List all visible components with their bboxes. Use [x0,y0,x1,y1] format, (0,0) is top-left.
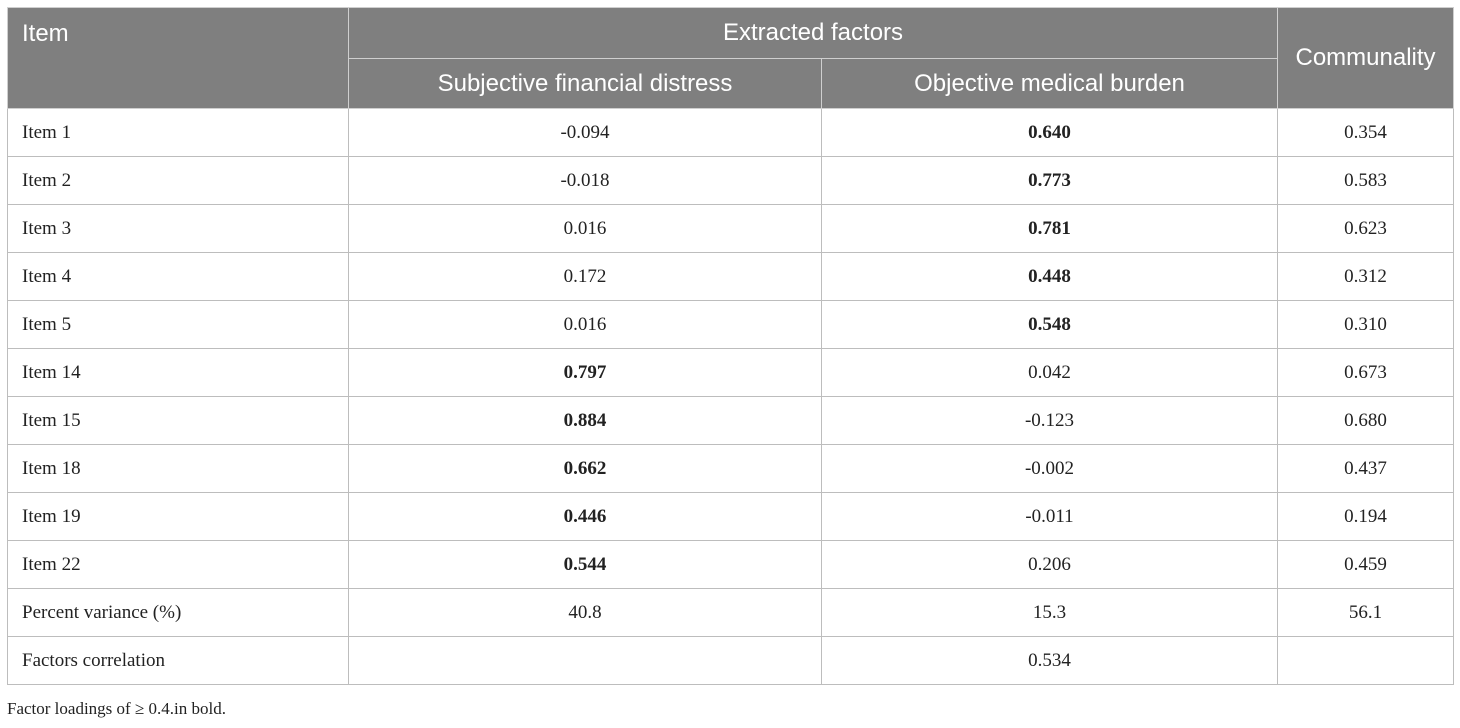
communality-cell: 0.312 [1277,252,1455,301]
table-row: Item 14 0.797 0.042 0.673 [7,348,1455,397]
factor2-loading-cell: 0.206 [820,540,1279,589]
factor2-loading-cell: -0.011 [820,492,1279,541]
factor1-loading-cell: -0.018 [348,156,822,205]
factor1-loading-cell: 40.8 [348,588,822,637]
factor1-loading-cell [348,636,822,685]
communality-cell: 0.194 [1277,492,1455,541]
row-label: Item 3 [7,204,349,253]
factor2-loading-cell: 0.548 [820,300,1279,349]
table-row: Item 15 0.884 -0.123 0.680 [7,396,1455,445]
row-label: Percent variance (%) [7,588,349,637]
row-label: Item 1 [7,108,349,157]
communality-cell: 0.354 [1277,108,1455,157]
factor1-loading-cell: 0.016 [348,204,822,253]
factor1-loading-cell: 0.544 [348,540,822,589]
factor1-loading-cell: 0.797 [348,348,822,397]
table-row: Item 1 -0.094 0.640 0.354 [7,108,1455,157]
factor2-loading-cell: 0.042 [820,348,1279,397]
factor1-loading-cell: 0.016 [348,300,822,349]
row-label: Item 22 [7,540,349,589]
row-label: Item 5 [7,300,349,349]
communality-cell [1277,636,1455,685]
table-row: Item 3 0.016 0.781 0.623 [7,204,1455,253]
factor2-loading-cell: -0.123 [820,396,1279,445]
table-row: Percent variance (%) 40.8 15.3 56.1 [7,588,1455,637]
factor2-loading-cell: 0.781 [820,204,1279,253]
table-footnote: Factor loadings of ≥ 0.4.in bold. [7,699,226,718]
row-label: Item 14 [7,348,349,397]
communality-cell: 0.437 [1277,444,1455,493]
factor1-loading-cell: 0.172 [348,252,822,301]
table-body: Item 1 -0.094 0.640 0.354 Item 2 -0.018 0.773 0… [7,108,1455,685]
factor1-loading-cell: 0.662 [348,444,822,493]
row-label: Item 15 [7,396,349,445]
table-row: Item 4 0.172 0.448 0.312 [7,252,1455,301]
table-row: Item 2 -0.018 0.773 0.583 [7,156,1455,205]
factor2-loading-cell: 0.534 [820,636,1279,685]
row-label: Item 18 [7,444,349,493]
factor1-loading-cell: 0.446 [348,492,822,541]
table-row: Factors correlation 0.534 [7,636,1455,685]
table-row: Item 18 0.662 -0.002 0.437 [7,444,1455,493]
factor2-loading-cell: 0.640 [820,108,1279,157]
communality-cell: 0.583 [1277,156,1455,205]
table-row: Item 22 0.544 0.206 0.459 [7,540,1455,589]
item-column-header: Item [7,7,349,109]
communality-cell: 0.623 [1277,204,1455,253]
factor-subjective-financial-distress-header: Subjective financial distress [348,58,822,109]
communality-cell: 0.310 [1277,300,1455,349]
communality-cell: 0.680 [1277,396,1455,445]
factor2-loading-cell: 15.3 [820,588,1279,637]
factor2-loading-cell: -0.002 [820,444,1279,493]
communality-cell: 0.459 [1277,540,1455,589]
factor2-loading-cell: 0.773 [820,156,1279,205]
row-label: Item 19 [7,492,349,541]
table-row: Item 19 0.446 -0.011 0.194 [7,492,1455,541]
factor2-loading-cell: 0.448 [820,252,1279,301]
communality-cell: 56.1 [1277,588,1455,637]
factor1-loading-cell: -0.094 [348,108,822,157]
row-label: Item 2 [7,156,349,205]
extracted-factors-header: Extracted factors [347,7,1279,59]
row-label: Item 4 [7,252,349,301]
row-label: Factors correlation [7,636,349,685]
factor-loadings-table: Item Extracted factors Communality Subje… [7,7,1455,685]
communality-column-header: Communality [1277,7,1455,109]
factor1-loading-cell: 0.884 [348,396,822,445]
communality-cell: 0.673 [1277,348,1455,397]
factor-objective-medical-burden-header: Objective medical burden [820,58,1279,109]
table-row: Item 5 0.016 0.548 0.310 [7,300,1455,349]
